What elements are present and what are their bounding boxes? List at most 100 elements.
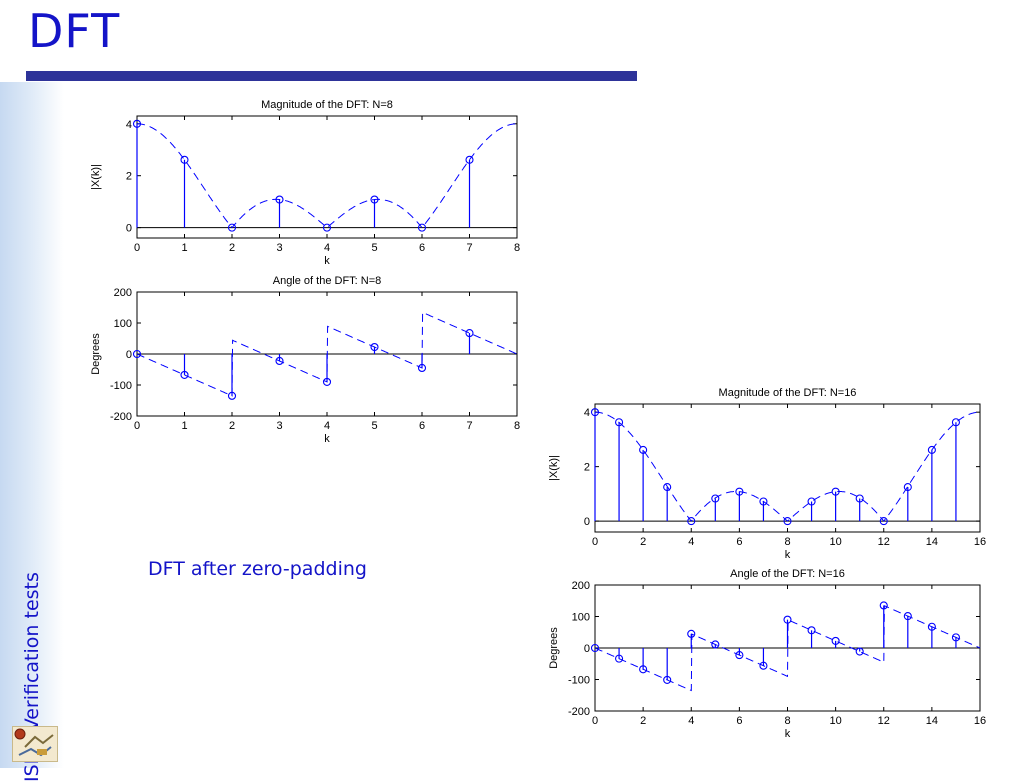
x-tick-label: 6 bbox=[736, 536, 742, 548]
x-tick-label: 8 bbox=[514, 242, 520, 254]
x-tick-label: 2 bbox=[640, 536, 646, 548]
stem-marker bbox=[275, 356, 284, 366]
stem-marker bbox=[879, 517, 888, 526]
dashed-dtft-curve bbox=[137, 123, 517, 229]
sidebar-band: ISP – Verification tests bbox=[0, 82, 64, 782]
y-axis-label: |X(k)| bbox=[548, 455, 560, 481]
dashed-dtft-curve bbox=[595, 411, 980, 522]
x-tick-label: 2 bbox=[229, 420, 235, 432]
caption-zero-padding: DFT after zero-padding bbox=[148, 558, 367, 580]
plot-angle-n8: Angle of the DFT: N=8 0 1 2 3 4 5 6 7 8 -200 -100 0 1… bbox=[90, 275, 520, 445]
y-tick-label: 0 bbox=[126, 349, 132, 361]
x-tick-label: 14 bbox=[926, 715, 938, 727]
stem-marker bbox=[759, 497, 768, 506]
stem-marker bbox=[783, 517, 792, 526]
y-tick-label: 200 bbox=[114, 287, 132, 299]
chart-title: Magnitude of the DFT: N=16 bbox=[719, 387, 857, 399]
y-tick-label: 4 bbox=[584, 407, 590, 419]
x-tick-label: 12 bbox=[878, 715, 890, 727]
stem-marker bbox=[711, 640, 720, 649]
x-tick-label: 16 bbox=[974, 715, 986, 727]
axes-frame bbox=[136, 115, 518, 239]
x-tick-label: 0 bbox=[134, 420, 140, 432]
chart-title: Magnitude of the DFT: N=8 bbox=[261, 99, 393, 111]
stem-marker bbox=[639, 665, 648, 674]
x-tick-label: 10 bbox=[830, 715, 842, 727]
x-tick-label: 8 bbox=[784, 536, 790, 548]
stem-marker bbox=[370, 342, 379, 352]
x-tick-label: 14 bbox=[926, 536, 938, 548]
stem-marker bbox=[855, 494, 864, 503]
y-axis-label: |X(k)| bbox=[90, 164, 102, 190]
stem-marker bbox=[807, 626, 816, 635]
x-tick-label: 0 bbox=[592, 536, 598, 548]
y-axis-label: Degrees bbox=[548, 627, 560, 669]
plot-magnitude-n16: Magnitude of the DFT: N=16 0 2 4 6 8 10 12 14 16 0… bbox=[548, 387, 986, 561]
stem-marker bbox=[759, 661, 768, 670]
x-tick-label: 12 bbox=[878, 536, 890, 548]
y-tick-label: 100 bbox=[114, 318, 132, 330]
x-tick-label: 0 bbox=[134, 242, 140, 254]
x-tick-label: 1 bbox=[181, 420, 187, 432]
y-tick-label: 4 bbox=[126, 119, 132, 131]
chart-title: Angle of the DFT: N=8 bbox=[273, 275, 382, 287]
y-tick-label: 0 bbox=[584, 643, 590, 655]
x-tick-label: 3 bbox=[276, 242, 282, 254]
stem-marker bbox=[903, 612, 912, 621]
x-tick-label: 16 bbox=[974, 536, 986, 548]
stem-marker bbox=[807, 497, 816, 506]
x-tick-label: 6 bbox=[419, 420, 425, 432]
y-tick-label: -100 bbox=[568, 675, 590, 687]
x-axis-label: k bbox=[324, 433, 330, 445]
stem-marker bbox=[132, 349, 142, 359]
stem-marker bbox=[590, 643, 600, 653]
page-title: DFT bbox=[28, 4, 121, 58]
x-tick-label: 4 bbox=[324, 242, 330, 254]
x-tick-label: 3 bbox=[276, 420, 282, 432]
x-tick-label: 0 bbox=[592, 715, 598, 727]
stem-marker bbox=[180, 370, 189, 379]
x-tick-label: 5 bbox=[371, 420, 377, 432]
y-tick-label: 100 bbox=[572, 612, 590, 624]
y-axis-label: Degrees bbox=[90, 333, 102, 375]
stem-marker bbox=[903, 483, 912, 492]
stem-marker bbox=[275, 195, 284, 204]
stem-marker bbox=[132, 119, 142, 128]
x-axis-label: k bbox=[324, 255, 330, 267]
x-tick-label: 4 bbox=[688, 536, 694, 548]
x-axis-label: k bbox=[785, 728, 791, 740]
stem-marker bbox=[417, 363, 427, 372]
stem-marker bbox=[951, 418, 960, 427]
stem-marker bbox=[465, 155, 474, 164]
stem-marker bbox=[831, 487, 840, 496]
stem-marker bbox=[663, 675, 672, 684]
x-tick-label: 7 bbox=[466, 420, 472, 432]
dashed-dtft-curve bbox=[594, 605, 981, 692]
stem-marker bbox=[927, 445, 936, 454]
stem-marker bbox=[615, 418, 624, 427]
stem-marker bbox=[370, 195, 379, 204]
stem-marker bbox=[951, 633, 960, 642]
x-tick-label: 2 bbox=[640, 715, 646, 727]
stem-marker bbox=[735, 651, 744, 660]
plot-angle-n16: Angle of the DFT: N=16 0 2 4 6 8 10 12 14 16 -200 -… bbox=[548, 568, 986, 740]
x-tick-label: 4 bbox=[688, 715, 694, 727]
x-axis-label: k bbox=[785, 549, 791, 561]
stem-marker bbox=[465, 329, 474, 338]
x-tick-label: 4 bbox=[324, 420, 330, 432]
y-tick-label: 0 bbox=[126, 223, 132, 235]
y-tick-label: 2 bbox=[126, 171, 132, 183]
x-tick-label: 8 bbox=[514, 420, 520, 432]
stem-marker bbox=[615, 654, 624, 663]
y-tick-label: 200 bbox=[572, 580, 590, 592]
stem-marker bbox=[783, 615, 792, 624]
stem-marker bbox=[180, 155, 189, 164]
plot-magnitude-n8: Magnitude of the DFT: N=80 1 2 3 4 5 6 7 8024k|X… bbox=[90, 99, 520, 267]
stem-marker bbox=[663, 483, 672, 492]
stem-marker bbox=[639, 445, 648, 454]
x-tick-label: 5 bbox=[371, 242, 377, 254]
stem-marker bbox=[687, 629, 696, 638]
stem-marker bbox=[687, 517, 696, 526]
stem-marker bbox=[831, 636, 840, 645]
x-tick-label: 7 bbox=[466, 242, 472, 254]
